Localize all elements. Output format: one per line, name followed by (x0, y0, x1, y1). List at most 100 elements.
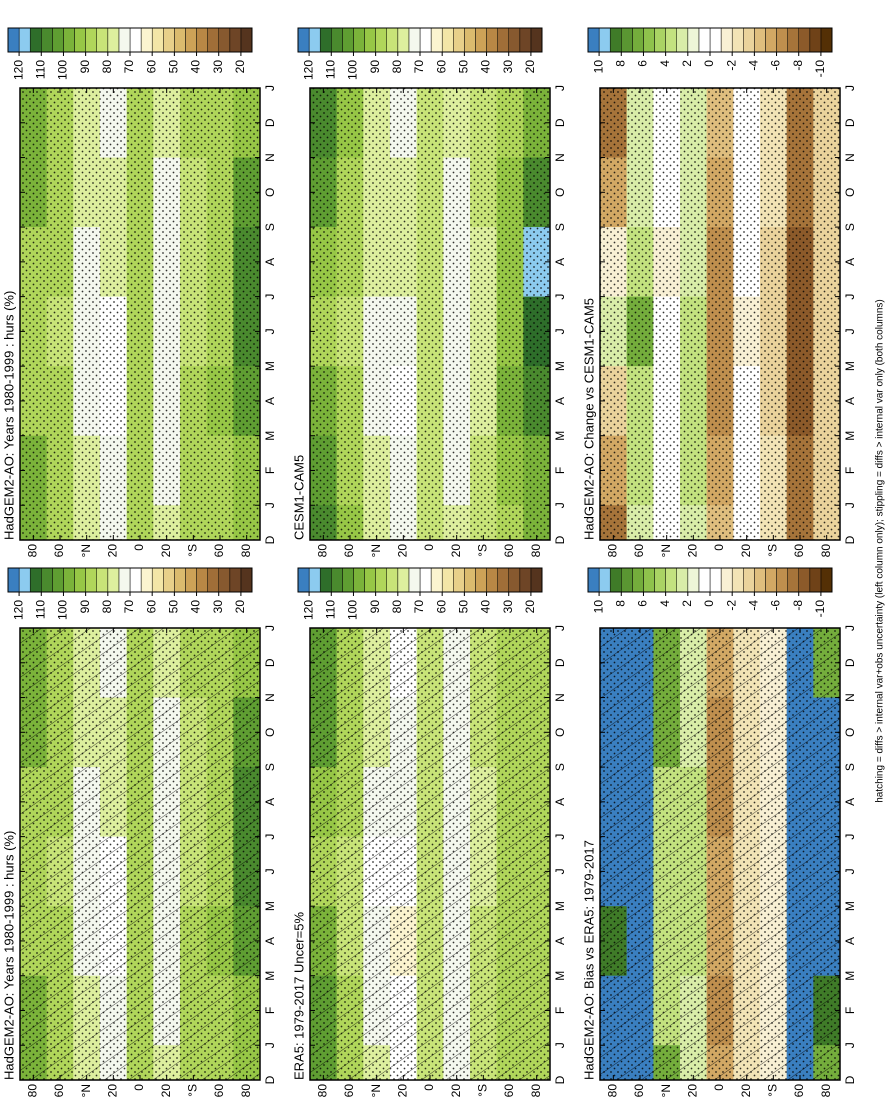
y-tick-label: 60 (502, 544, 516, 558)
x-tick-label: M (263, 361, 277, 371)
colorbar-label: 20 (523, 600, 537, 614)
colorbar-box (621, 27, 633, 53)
y-tick-label: 60 (792, 544, 806, 558)
colorbar-box (643, 567, 655, 593)
colorbar-box (486, 27, 498, 53)
colorbar-label: 100 (56, 60, 70, 80)
colorbar-box (441, 567, 454, 593)
colorbar-box (475, 27, 487, 53)
colorbar-box (709, 567, 722, 593)
y-tick-label: 80 (819, 544, 833, 558)
colorbar-label: 6 (636, 60, 650, 67)
y-tick-label: 80 (819, 1084, 833, 1098)
colorbar-label: 120 (11, 600, 25, 620)
colorbar-label: 70 (412, 60, 426, 74)
colorbar-label: 0 (702, 600, 716, 607)
colorbar-box (598, 567, 611, 593)
colorbar-box (765, 27, 777, 53)
y-tick-label: 80 (316, 544, 330, 558)
colorbar-box (140, 27, 153, 53)
y-tick-label: °N (659, 544, 673, 557)
colorbar-box (319, 27, 332, 53)
y-tick-label: 80 (239, 1084, 253, 1098)
x-tick-label: J (263, 625, 277, 631)
x-tick-label: D (263, 658, 277, 667)
colorbar-box (240, 27, 253, 53)
colorbar-box (118, 27, 131, 53)
x-tick-label: J (843, 502, 857, 508)
colorbar-box (342, 567, 354, 593)
x-tick-label: M (263, 901, 277, 911)
colorbar-label: 50 (457, 600, 471, 614)
y-tick-label: 0 (712, 1084, 726, 1091)
x-tick-label: M (553, 361, 567, 371)
x-tick-label: J (553, 834, 567, 840)
colorbar-box (754, 27, 766, 53)
x-tick-label: M (843, 971, 857, 981)
colorbar-label: 0 (702, 60, 716, 67)
x-tick-label: J (553, 1042, 567, 1048)
y-tick-label: 0 (132, 1084, 146, 1091)
x-tick-label: J (553, 625, 567, 631)
colorbar-box (29, 27, 42, 53)
colorbar-box (419, 27, 432, 53)
x-tick-label: M (843, 901, 857, 911)
colorbar-label: 2 (680, 60, 694, 67)
colorbar-box (743, 27, 755, 53)
x-tick-label: D (263, 1075, 277, 1084)
colorbar-label: 80 (100, 60, 114, 74)
panel-title: ERA5: 1979-2017 Uncer=5% (291, 912, 306, 1080)
colorbar-label: 30 (211, 600, 225, 614)
colorbar-box (654, 567, 666, 593)
x-tick-label: J (263, 1042, 277, 1048)
panel-title: CESM1-CAM5 (291, 455, 306, 540)
colorbar-label: 90 (368, 600, 382, 614)
x-tick-label: J (843, 625, 857, 631)
x-tick-label: J (263, 85, 277, 91)
figure-body: hatching = diffs > internal var+obs unce… (1, 27, 886, 1098)
colorbar-box (464, 567, 476, 593)
x-tick-label: A (843, 937, 857, 945)
colorbar-label: -4 (747, 600, 761, 611)
x-tick-label: D (553, 1075, 567, 1084)
y-tick-label: 80 (26, 544, 40, 558)
colorbar-label: -2 (724, 60, 738, 71)
y-tick-label: 60 (502, 1084, 516, 1098)
hatching (310, 628, 550, 1080)
colorbar-box (196, 27, 208, 53)
x-tick-label: M (843, 431, 857, 441)
colorbar-box (331, 27, 343, 53)
colorbar-box (587, 567, 600, 593)
colorbar-box (408, 27, 421, 53)
x-tick-label: J (553, 868, 567, 874)
colorbar-box (654, 27, 666, 53)
y-tick-label: 80 (239, 544, 253, 558)
x-tick-label: M (553, 971, 567, 981)
colorbar-box (508, 27, 521, 53)
colorbar-label: -8 (791, 600, 805, 611)
colorbar-box (342, 27, 354, 53)
x-tick-label: D (843, 658, 857, 667)
panel-title: HadGEM2-AO: Change vs CESM1-CAM5 (581, 298, 596, 540)
colorbar-box (809, 27, 822, 53)
colorbar-box (519, 567, 532, 593)
colorbar-box (18, 27, 31, 53)
colorbar-box (497, 27, 509, 53)
colorbar-box (430, 27, 443, 53)
colorbar-box (632, 567, 644, 593)
colorbar-label: 4 (658, 60, 672, 67)
colorbar-label: 110 (33, 600, 47, 619)
x-tick-label: D (553, 118, 567, 127)
colorbar-box (107, 567, 120, 593)
colorbar-label: 120 (11, 60, 25, 80)
colorbar-box (196, 567, 208, 593)
colorbar-label: 60 (434, 600, 448, 614)
colorbar-label: 90 (78, 60, 92, 74)
y-tick-label: 60 (632, 1084, 646, 1098)
colorbar-box (174, 27, 186, 53)
y-tick-label: 60 (342, 544, 356, 558)
colorbar-box (598, 27, 611, 53)
x-tick-label: A (843, 397, 857, 405)
x-tick-label: F (553, 1007, 567, 1014)
